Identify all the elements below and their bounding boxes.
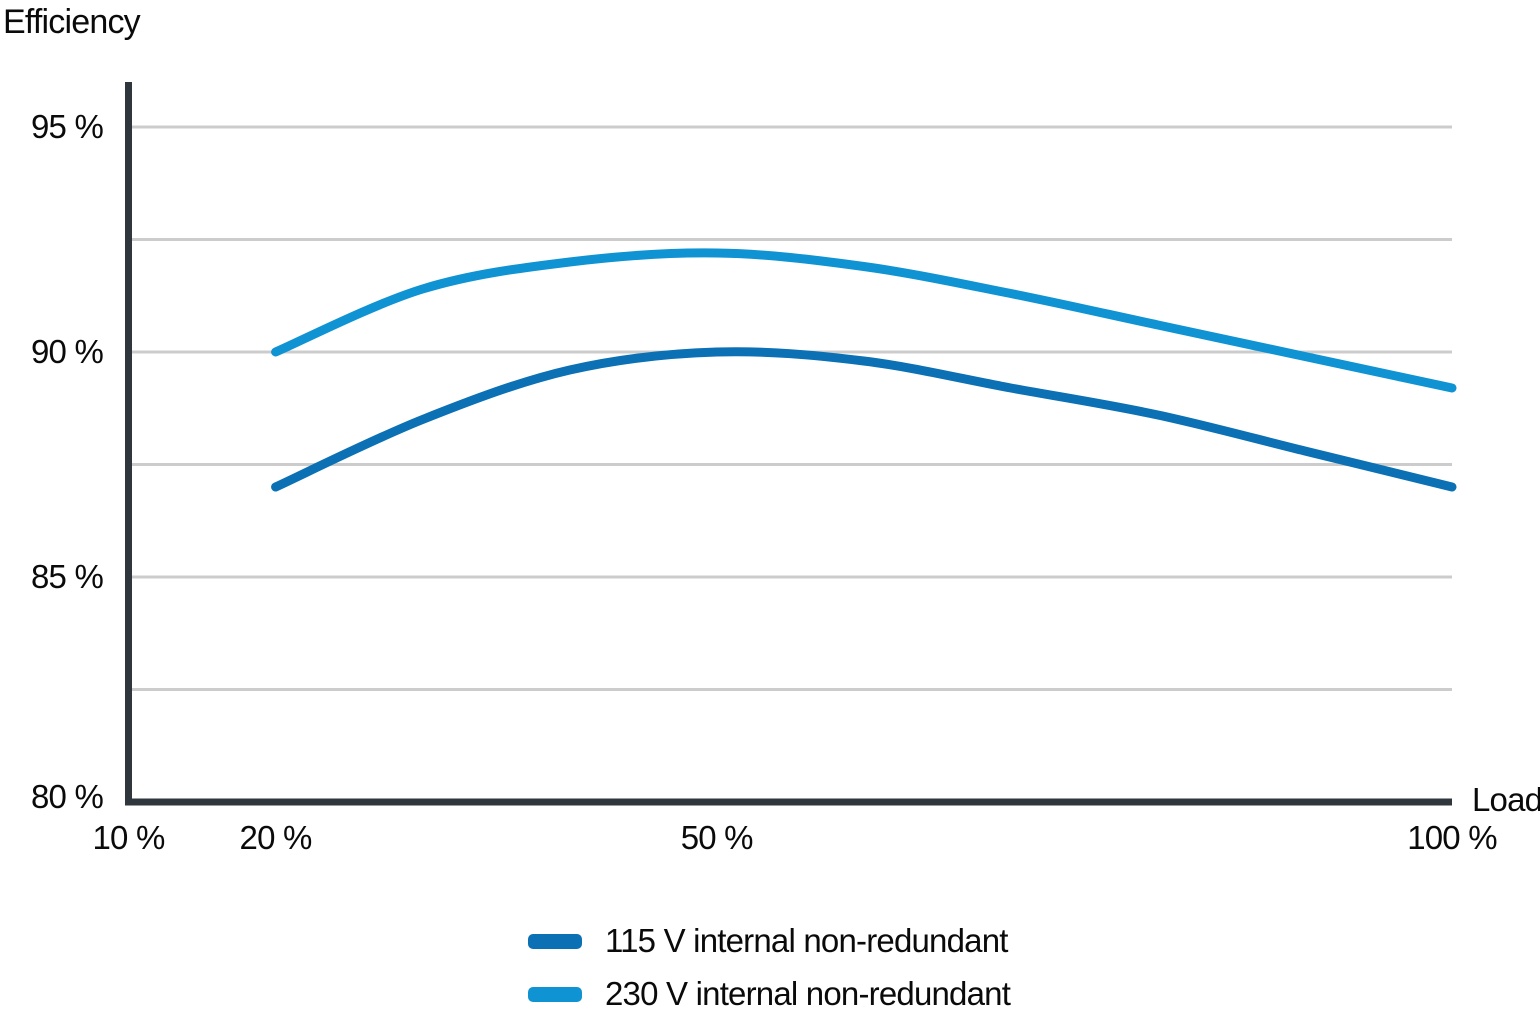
legend-label-115v: 115 V internal non-redundant: [605, 922, 1008, 959]
y-tick-label-85: 85 %: [30, 558, 104, 595]
y-axis-title: Efficiency: [3, 3, 141, 41]
x-tick-label-20: 20 %: [239, 819, 313, 856]
legend-item-115v: 115 V internal non-redundant: [528, 921, 1010, 961]
x-axis-title: Load: [1472, 781, 1540, 818]
x-tick-label-10: 10 %: [92, 819, 165, 856]
series-line-230v: [271, 248, 1457, 393]
y-tick-label-80: 80 %: [30, 778, 104, 815]
legend-label-230v: 230 V internal non-redundant: [605, 975, 1011, 1012]
series-line-115v: [271, 347, 1457, 492]
legend: 115 V internal non-redundant 230 V inter…: [528, 921, 1011, 1012]
x-tick-label-100: 100 %: [1407, 819, 1497, 856]
y-tick-label-95: 95 %: [30, 108, 104, 145]
x-tick-label-50: 50 %: [680, 819, 754, 856]
legend-swatch-115v-icon: [528, 933, 582, 949]
legend-swatch-230v-icon: [528, 986, 582, 1002]
legend-item-230v: 230 V internal non-redundant: [528, 974, 1011, 1012]
y-tick-label-90: 90 %: [30, 333, 104, 370]
